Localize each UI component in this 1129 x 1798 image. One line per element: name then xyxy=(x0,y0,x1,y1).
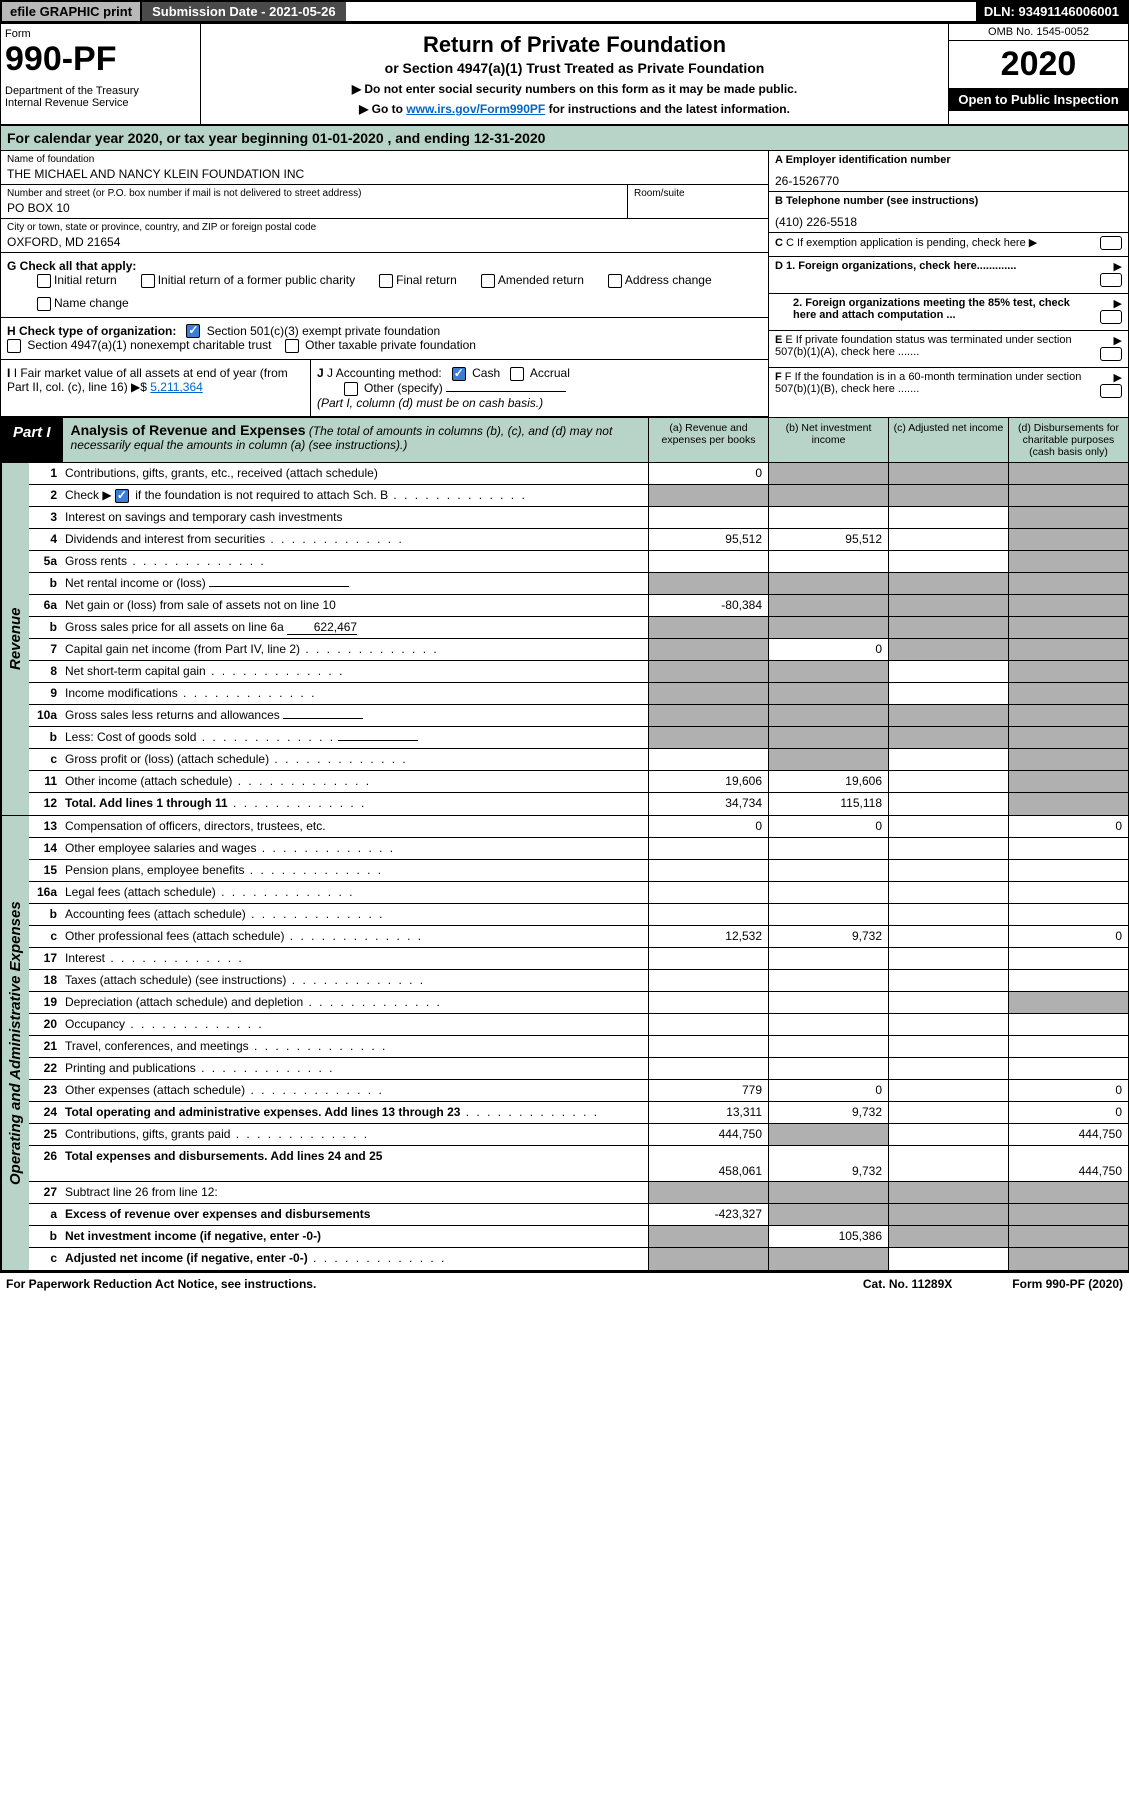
paperwork-notice: For Paperwork Reduction Act Notice, see … xyxy=(6,1277,316,1291)
expenses-table: Operating and Administrative Expenses 13… xyxy=(0,816,1129,1271)
tel-label: B Telephone number (see instructions) xyxy=(775,195,978,207)
cb-initial-return[interactable] xyxy=(37,274,51,288)
cat-no: Cat. No. 11289X xyxy=(863,1277,952,1291)
address-value: PO BOX 10 xyxy=(7,201,621,215)
fmv-link[interactable]: 5,211,364 xyxy=(150,380,203,394)
form-ref: Form 990-PF (2020) xyxy=(1012,1277,1123,1291)
instruction-1: ▶ Do not enter social security numbers o… xyxy=(209,82,940,96)
ein-value: 26-1526770 xyxy=(775,174,1122,188)
address-label: Number and street (or P.O. box number if… xyxy=(7,188,621,199)
omb-number: OMB No. 1545-0052 xyxy=(949,24,1128,41)
part-1-header: Part I Analysis of Revenue and Expenses … xyxy=(0,418,1129,463)
section-j: J J Accounting method: Cash Accrual Othe… xyxy=(311,360,768,416)
city-value: OXFORD, MD 21654 xyxy=(7,235,762,249)
col-c-header: (c) Adjusted net income xyxy=(888,418,1008,462)
part-tag: Part I xyxy=(1,418,63,462)
calendar-year-row: For calendar year 2020, or tax year begi… xyxy=(0,125,1129,151)
col-d-header: (d) Disbursements for charitable purpose… xyxy=(1008,418,1128,462)
cb-c[interactable] xyxy=(1100,236,1122,250)
cb-address-change[interactable] xyxy=(608,274,622,288)
name-label: Name of foundation xyxy=(7,154,762,165)
form-header: Form 990-PF Department of the Treasury I… xyxy=(0,23,1129,125)
submission-date: Submission Date - 2021-05-26 xyxy=(142,2,346,21)
cb-d1[interactable] xyxy=(1100,273,1122,287)
cb-sch-b[interactable] xyxy=(115,489,129,503)
efile-print-button[interactable]: efile GRAPHIC print xyxy=(2,2,142,21)
expenses-side-label: Operating and Administrative Expenses xyxy=(1,816,29,1270)
cb-accrual[interactable] xyxy=(510,367,524,381)
foundation-name: THE MICHAEL AND NANCY KLEIN FOUNDATION I… xyxy=(7,167,762,181)
footer: For Paperwork Reduction Act Notice, see … xyxy=(0,1271,1129,1295)
form-number: 990-PF xyxy=(5,40,196,79)
section-h: H Check type of organization: Section 50… xyxy=(1,318,768,361)
cb-e[interactable] xyxy=(1100,347,1122,361)
cb-final-return[interactable] xyxy=(379,274,393,288)
room-label: Room/suite xyxy=(634,188,762,199)
cb-4947a1[interactable] xyxy=(7,339,21,353)
tel-value: (410) 226-5518 xyxy=(775,215,1122,229)
cb-cash[interactable] xyxy=(452,367,466,381)
instruction-2: ▶ Go to www.irs.gov/Form990PF for instru… xyxy=(209,102,940,116)
cb-amended-return[interactable] xyxy=(481,274,495,288)
cb-other-taxable[interactable] xyxy=(285,339,299,353)
revenue-table: Revenue 1Contributions, gifts, grants, e… xyxy=(0,463,1129,816)
cb-other-method[interactable] xyxy=(344,382,358,396)
dln-label: DLN: 93491146006001 xyxy=(976,2,1127,21)
col-b-header: (b) Net investment income xyxy=(768,418,888,462)
tax-year: 2020 xyxy=(949,41,1128,88)
irs-link[interactable]: www.irs.gov/Form990PF xyxy=(406,102,545,116)
section-i: I I Fair market value of all assets at e… xyxy=(1,360,311,416)
cb-name-change[interactable] xyxy=(37,297,51,311)
form-label: Form xyxy=(5,28,196,40)
form-subtitle: or Section 4947(a)(1) Trust Treated as P… xyxy=(209,60,940,76)
city-label: City or town, state or province, country… xyxy=(7,222,762,233)
open-public-label: Open to Public Inspection xyxy=(949,88,1128,111)
cb-initial-former[interactable] xyxy=(141,274,155,288)
form-title: Return of Private Foundation xyxy=(209,32,940,58)
cb-f[interactable] xyxy=(1100,384,1122,398)
ein-label: A Employer identification number xyxy=(775,154,951,166)
col-a-header: (a) Revenue and expenses per books xyxy=(648,418,768,462)
revenue-side-label: Revenue xyxy=(1,463,29,815)
info-section: Name of foundation THE MICHAEL AND NANCY… xyxy=(0,151,1129,418)
section-g: G Check all that apply: Initial return I… xyxy=(1,253,768,318)
cb-501c3[interactable] xyxy=(186,324,200,338)
dept-label: Department of the Treasury Internal Reve… xyxy=(5,85,196,109)
cb-d2[interactable] xyxy=(1100,310,1122,324)
top-bar: efile GRAPHIC print Submission Date - 20… xyxy=(0,0,1129,23)
